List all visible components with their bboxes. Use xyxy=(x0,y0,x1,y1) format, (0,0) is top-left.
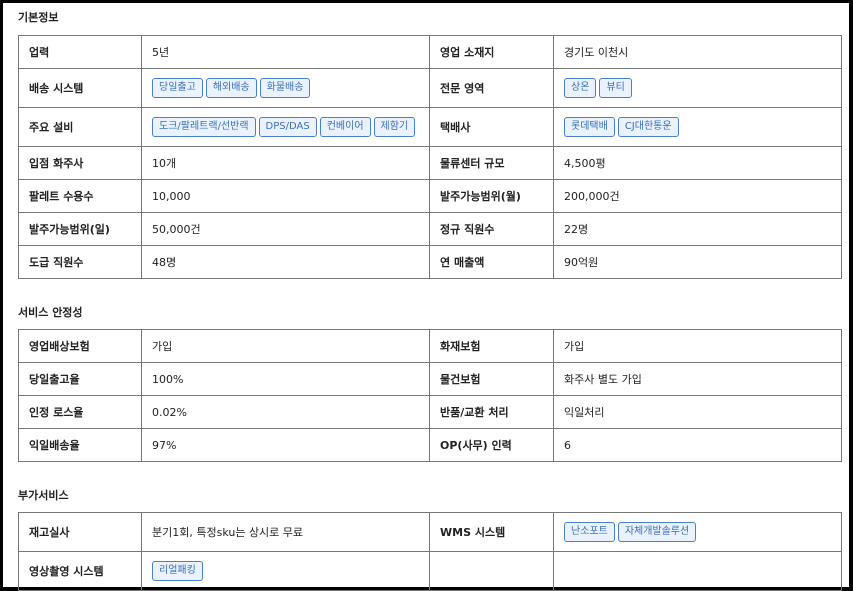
field-label: 당일출고율 xyxy=(18,362,142,396)
field-label: 영상촬영 시스템 xyxy=(18,551,142,591)
field-label: 인정 로스율 xyxy=(18,395,142,429)
info-table: 영업배상보험 가입 화재보험 가입 당일출고율 100% 물건보험 화주사 별도 가입 인정 로… xyxy=(18,329,842,462)
field-value: 5년 xyxy=(141,35,430,69)
table-row: 인정 로스율 0.02% 반품/교환 처리 익일처리 xyxy=(18,395,842,429)
table-row: 발주가능범위(일) 50,000건 정규 직원수 22명 xyxy=(18,212,842,246)
field-label: 영업배상보험 xyxy=(18,329,142,363)
field-value: 22명 xyxy=(553,212,842,246)
tag-chip: 도크/팔레트랙/선반랙 xyxy=(152,117,256,137)
field-value: 롯데택배 CJ대한통운 xyxy=(553,107,842,147)
table-row: 팔레트 수용수 10,000 발주가능범위(월) 200,000건 xyxy=(18,179,842,213)
field-value: 당일출고 해외배송 화물배송 xyxy=(141,68,430,108)
field-label: 물류센터 규모 xyxy=(429,146,554,180)
field-value: 도크/팔레트랙/선반랙 DPS/DAS 컨베이어 제함기 xyxy=(141,107,430,147)
field-value: 4,500평 xyxy=(553,146,842,180)
field-value: 상온 뷰티 xyxy=(553,68,842,108)
field-value: 분기1회, 특정sku는 상시로 무료 xyxy=(141,512,430,552)
tag-chip: 제함기 xyxy=(373,117,416,137)
logistics-info-panel: 기본정보 업력 5년 영업 소재지 경기도 이천시 배송 시스템 당일출고 해외배송 화물배송 전… xyxy=(3,3,849,591)
field-label: 물건보험 xyxy=(429,362,554,396)
section-gap xyxy=(18,279,841,297)
field-value: 경기도 이천시 xyxy=(553,35,842,69)
field-value: 6 xyxy=(553,428,842,462)
table-row: 배송 시스템 당일출고 해외배송 화물배송 전문 영역 상온 뷰티 xyxy=(18,68,842,108)
info-table: 재고실사 분기1회, 특정sku는 상시로 무료 WMS 시스템 난소포트 자체개발솔루… xyxy=(18,512,842,591)
info-table: 업력 5년 영업 소재지 경기도 이천시 배송 시스템 당일출고 해외배송 화물배송 전문 영역… xyxy=(18,35,842,279)
field-label: 화재보험 xyxy=(429,329,554,363)
field-label: 익일배송율 xyxy=(18,428,142,462)
table-row: 업력 5년 영업 소재지 경기도 이천시 xyxy=(18,35,842,69)
table-row: 영상촬영 시스템 리얼패킹 xyxy=(18,551,842,591)
table-row: 영업배상보험 가입 화재보험 가입 xyxy=(18,329,842,363)
tag-chip: 당일출고 xyxy=(152,78,203,98)
tag-chip: DPS/DAS xyxy=(258,117,317,137)
field-label: 영업 소재지 xyxy=(429,35,554,69)
field-value: 90억원 xyxy=(553,245,842,279)
field-label: 연 매출액 xyxy=(429,245,554,279)
field-label: WMS 시스템 xyxy=(429,512,554,552)
field-value: 50,000건 xyxy=(141,212,430,246)
table-row: 도급 직원수 48명 연 매출액 90억원 xyxy=(18,245,842,279)
field-value: 200,000건 xyxy=(553,179,842,213)
field-value: 가입 xyxy=(141,329,430,363)
section-gap xyxy=(18,462,841,480)
table-row: 익일배송율 97% OP(사무) 인력 6 xyxy=(18,428,842,462)
table-row: 재고실사 분기1회, 특정sku는 상시로 무료 WMS 시스템 난소포트 자체개발솔루… xyxy=(18,512,842,552)
tag-chip: 롯데택배 xyxy=(564,117,615,137)
field-value: 난소포트 자체개발솔루션 xyxy=(553,512,842,552)
field-value: 익일처리 xyxy=(553,395,842,429)
field-value: 가입 xyxy=(553,329,842,363)
field-label: 발주가능범위(일) xyxy=(18,212,142,246)
tag-chip: 해외배송 xyxy=(205,78,257,98)
field-label: 정규 직원수 xyxy=(429,212,554,246)
tag-chip: 화물배송 xyxy=(259,78,311,98)
section-title: 서비스 안정성 xyxy=(18,306,83,319)
field-value: 화주사 별도 가입 xyxy=(553,362,842,396)
field-value: 리얼패킹 xyxy=(141,551,430,591)
table-row: 당일출고율 100% 물건보험 화주사 별도 가입 xyxy=(18,362,842,396)
field-label: 전문 영역 xyxy=(429,68,554,108)
field-value: 100% xyxy=(141,362,430,396)
field-label xyxy=(429,551,554,591)
tag-chip: 뷰티 xyxy=(599,78,632,98)
field-value: 97% xyxy=(141,428,430,462)
field-label: 발주가능범위(월) xyxy=(429,179,554,213)
field-label: 재고실사 xyxy=(18,512,142,552)
field-label: 업력 xyxy=(18,35,142,69)
field-value: 0.02% xyxy=(141,395,430,429)
tag-chip: 컨베이어 xyxy=(319,117,371,137)
field-label: 반품/교환 처리 xyxy=(429,395,554,429)
tag-chip: 난소포트 xyxy=(564,522,615,542)
table-row: 주요 설비 도크/팔레트랙/선반랙 DPS/DAS 컨베이어 제함기 택배사 롯데택배 CJ대… xyxy=(18,107,842,147)
tag-chip: 상온 xyxy=(564,78,597,98)
field-label: 배송 시스템 xyxy=(18,68,142,108)
field-label: 도급 직원수 xyxy=(18,245,142,279)
section-title: 기본정보 xyxy=(18,11,59,24)
field-label: 택배사 xyxy=(429,107,554,147)
section-title: 부가서비스 xyxy=(18,489,69,502)
field-label: 주요 설비 xyxy=(18,107,142,147)
field-value: 10,000 xyxy=(141,179,430,213)
field-value: 48명 xyxy=(141,245,430,279)
tag-chip: CJ대한통운 xyxy=(617,117,679,137)
field-label: 입점 화주사 xyxy=(18,146,142,180)
field-label: OP(사무) 인력 xyxy=(429,428,554,462)
tag-chip: 리얼패킹 xyxy=(152,561,203,581)
field-value xyxy=(553,551,842,591)
table-row: 입점 화주사 10개 물류센터 규모 4,500평 xyxy=(18,146,842,180)
field-label: 팔레트 수용수 xyxy=(18,179,142,213)
field-value: 10개 xyxy=(141,146,430,180)
tag-chip: 자체개발솔루션 xyxy=(617,522,697,542)
